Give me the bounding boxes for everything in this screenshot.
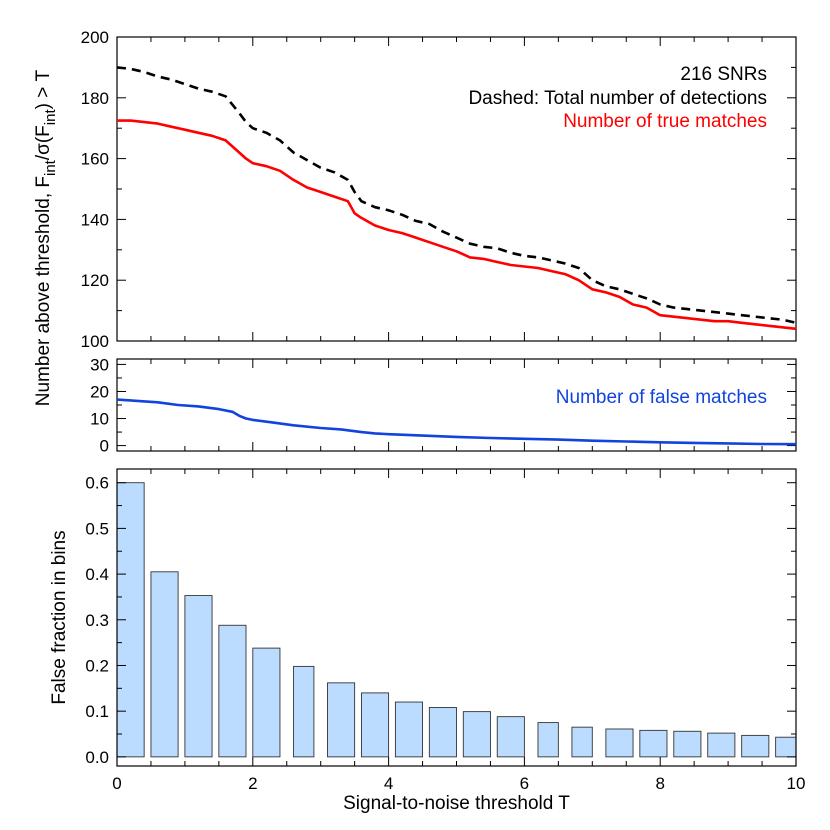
bar (218, 624, 247, 758)
y-tick-label: 0 (100, 437, 109, 456)
bar (605, 728, 634, 758)
bar (327, 682, 356, 758)
bar (639, 729, 668, 758)
y-tick-label: 10 (90, 410, 109, 429)
y-axis-title: False fraction in bins (49, 530, 70, 704)
y-tick-label: 0.6 (85, 474, 109, 493)
legend-annotation: 216 SNRs (680, 64, 767, 85)
x-tick-label: 2 (248, 774, 257, 793)
bar (537, 722, 559, 758)
legend-annotation: Dashed: Total number of detections (468, 88, 767, 109)
x-tick-label: 4 (384, 774, 393, 793)
legend-annotation: Number of false matches (556, 387, 767, 408)
panel-true-matches: 100 120 140 160 180 200 216 SNRs Dashed: Total … (81, 28, 797, 351)
y-tick-label: 30 (90, 355, 109, 374)
bar (673, 730, 702, 758)
y-tick-label: 20 (90, 382, 109, 401)
ylabel-sub-2: int (42, 109, 59, 126)
panel-false-matches: 0 10 20 30 Number of false matches (90, 355, 797, 456)
series-true-matches-line (117, 119, 797, 331)
panel-false-fraction: 0.0 0.1 0.2 0.3 0.4 0.5 0.6 0 2 4 6 8 10 Signal-to-no… (49, 468, 806, 814)
y-tick-label: 0.1 (85, 702, 109, 721)
bar (571, 726, 593, 758)
bar (741, 734, 770, 758)
bar (707, 732, 736, 758)
bar (360, 692, 390, 758)
bar (293, 665, 315, 758)
bar (428, 707, 457, 758)
y-tick-label: 0.3 (85, 611, 109, 630)
series-total-detections-line (116, 66, 797, 325)
x-tick-label: 0 (112, 774, 121, 793)
ylabel-part-2: /σ(F (33, 125, 54, 160)
y-tick-label: 160 (81, 150, 109, 169)
ylabel-part-3: ) > T (33, 69, 54, 109)
x-tick-label: 6 (520, 774, 529, 793)
bar (252, 647, 281, 758)
y-tick-label: 180 (81, 89, 109, 108)
bar (462, 711, 491, 758)
series-false-matches-line (116, 398, 797, 446)
ylabel-sub-1: int (42, 159, 59, 176)
legend-annotation: Number of true matches (563, 111, 767, 132)
bar (496, 716, 525, 758)
y-tick-label: 0.4 (85, 565, 109, 584)
y-tick-label: 140 (81, 210, 109, 229)
x-tick-label: 8 (655, 774, 664, 793)
y-tick-label: 100 (81, 332, 109, 351)
x-axis-title: Signal-to-noise threshold T (343, 793, 570, 814)
bar (184, 595, 213, 758)
bar (150, 571, 179, 758)
bar (394, 701, 424, 758)
y-tick-label: 200 (81, 28, 109, 47)
y-tick-label: 0.2 (85, 656, 109, 675)
x-tick-label: 10 (787, 774, 806, 793)
y-tick-label: 0.0 (85, 748, 109, 767)
ylabel-part-1: Number above threshold, F (33, 176, 54, 406)
bar (775, 736, 797, 758)
y-tick-label: 120 (81, 271, 109, 290)
shared-y-axis-title: Number above threshold, Fint/σ(Fint) > T (33, 69, 59, 406)
y-tick-label: 0.5 (85, 519, 109, 538)
